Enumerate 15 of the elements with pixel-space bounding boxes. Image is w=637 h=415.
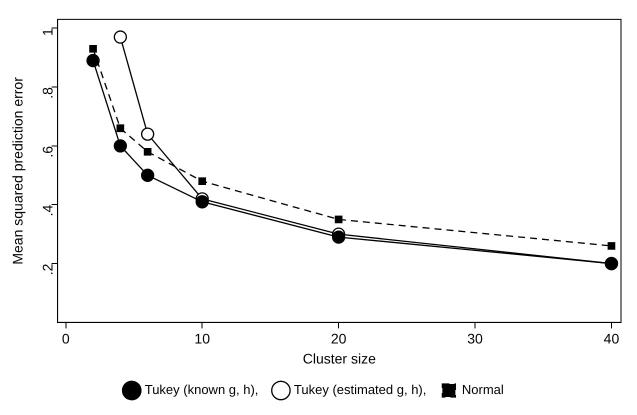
legend-label: Tukey (estimated g, h), (294, 382, 426, 398)
y-tick-label: .8 (39, 86, 56, 99)
legend-label: Normal (462, 382, 504, 398)
x-tick-label: 30 (467, 330, 484, 347)
x-tick-label: 20 (330, 330, 347, 347)
x-tick-label: 0 (62, 330, 70, 347)
x-axis-title: Cluster size (302, 350, 376, 366)
legend-label: Tukey (known g, h), (144, 382, 258, 398)
y-tick-label: .2 (39, 263, 56, 276)
y-tick-label: .6 (39, 146, 56, 158)
y-tick-label: 1 (39, 28, 56, 36)
x-tick-label: 10 (194, 330, 210, 347)
y-tick-label: .4 (39, 204, 56, 216)
x-tick-label: 40 (604, 330, 620, 347)
y-axis-title: Mean squared prediction error (9, 76, 26, 265)
